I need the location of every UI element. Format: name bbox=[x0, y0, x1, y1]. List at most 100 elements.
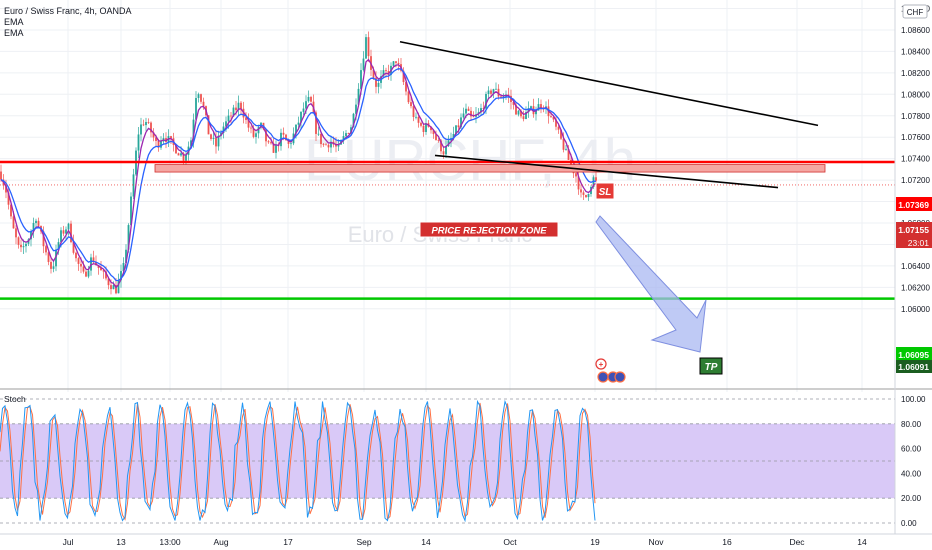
candle-body bbox=[212, 137, 215, 139]
candle-body bbox=[285, 134, 287, 141]
candle-body bbox=[80, 263, 82, 267]
price-axis[interactable]: 1.088001.086001.084001.082001.080001.078… bbox=[901, 5, 930, 314]
time-axis[interactable]: Jul 13 13:00 Aug 17 Sep 14 Oct 19 Nov 16 Dec 14 bbox=[63, 537, 867, 547]
candle-body bbox=[372, 69, 375, 78]
last-price-text: 1.07155 bbox=[898, 225, 929, 235]
candle-body bbox=[47, 252, 50, 262]
candle-body bbox=[115, 285, 117, 294]
candle-body bbox=[522, 116, 525, 120]
candle-body bbox=[297, 122, 300, 125]
candle-body bbox=[310, 96, 312, 102]
countdown-badge bbox=[896, 236, 932, 248]
sl-price-badge bbox=[896, 197, 932, 211]
trendline[interactable] bbox=[434, 154, 779, 189]
time-tick-label: 19 bbox=[590, 537, 600, 547]
price-rejection-zone[interactable] bbox=[154, 164, 826, 173]
tp-label-box[interactable] bbox=[699, 357, 723, 375]
stoch-axis[interactable]: 100.00 80.00 60.00 40.00 20.00 0.00 bbox=[901, 395, 926, 528]
currency-badge: CHF bbox=[907, 8, 924, 17]
candle-body bbox=[85, 271, 87, 277]
plus-icon[interactable] bbox=[595, 358, 607, 370]
candle-body bbox=[327, 144, 330, 148]
candle-body bbox=[290, 143, 292, 145]
candle-body bbox=[180, 153, 182, 156]
candle-body bbox=[347, 133, 350, 134]
candle-body bbox=[170, 136, 172, 139]
candle-body bbox=[55, 249, 57, 267]
candle-body bbox=[345, 133, 347, 137]
candle-body bbox=[107, 278, 110, 286]
candle-body bbox=[230, 115, 232, 117]
candle-body bbox=[67, 223, 70, 230]
candle-body bbox=[275, 144, 277, 153]
candle-body bbox=[320, 133, 322, 145]
candle-body bbox=[357, 88, 360, 105]
currency-button[interactable]: CHF bbox=[902, 4, 928, 19]
candle-body bbox=[250, 127, 252, 129]
stoch-lines bbox=[0, 398, 895, 524]
candle-body bbox=[95, 262, 97, 265]
candle-body bbox=[160, 141, 162, 148]
stoch-tick-label: 100.00 bbox=[901, 395, 926, 404]
event-icon[interactable] bbox=[614, 371, 626, 383]
candle-body bbox=[420, 122, 422, 126]
down-arrow bbox=[595, 215, 707, 353]
candle-body bbox=[70, 223, 72, 243]
zone-label-box[interactable] bbox=[419, 221, 559, 238]
candle-body bbox=[270, 142, 272, 144]
candle-body bbox=[500, 96, 502, 98]
candle-body bbox=[127, 225, 130, 250]
candle-body bbox=[210, 134, 212, 139]
candle-body bbox=[295, 124, 297, 134]
candle-body bbox=[32, 223, 35, 232]
candle-body bbox=[530, 106, 532, 109]
candle-body bbox=[90, 257, 92, 271]
time-tick-label: 14 bbox=[857, 537, 867, 547]
price-tick-label: 1.07200 bbox=[901, 176, 930, 185]
sl-label-box[interactable] bbox=[595, 182, 615, 200]
candle-body bbox=[50, 261, 52, 269]
candle-body bbox=[567, 148, 570, 160]
candle-body bbox=[77, 258, 80, 264]
time-tick-label: 16 bbox=[722, 537, 732, 547]
candle-body bbox=[247, 119, 250, 128]
watermark-ticker: EURCHF, 4h bbox=[304, 128, 636, 193]
candle-body bbox=[155, 137, 157, 141]
candle-body bbox=[175, 144, 177, 154]
candle-body bbox=[360, 70, 362, 89]
tp-price-text-2: 1.06091 bbox=[898, 362, 929, 372]
candle-body bbox=[417, 116, 420, 123]
stoch-tick-label: 40.00 bbox=[901, 469, 922, 478]
candle-body bbox=[140, 124, 142, 135]
candle-body bbox=[30, 231, 32, 240]
candle-body bbox=[465, 108, 467, 114]
candle-body bbox=[65, 229, 67, 234]
legend: Euro / Swiss Franc, 4h, OANDA EMA EMA St… bbox=[4, 6, 132, 404]
candle-body bbox=[57, 242, 60, 250]
trendline[interactable] bbox=[399, 40, 819, 127]
candle-body bbox=[150, 122, 152, 133]
candle-body bbox=[525, 112, 527, 120]
time-tick-label: Aug bbox=[213, 537, 228, 547]
candle-body bbox=[147, 122, 150, 123]
candle-body bbox=[92, 257, 95, 263]
candle-body bbox=[527, 108, 530, 113]
candle-body bbox=[587, 193, 590, 198]
candle-body bbox=[237, 102, 240, 111]
candle-body bbox=[512, 102, 515, 105]
event-icon[interactable] bbox=[597, 371, 609, 383]
candle-body bbox=[560, 129, 562, 139]
currency-badge-box[interactable] bbox=[902, 4, 928, 19]
candle-body bbox=[350, 127, 352, 134]
candle-body bbox=[595, 177, 597, 181]
candle-body bbox=[195, 98, 197, 120]
candle-body bbox=[130, 196, 132, 226]
candle-body bbox=[402, 70, 405, 83]
candle-body bbox=[282, 132, 285, 135]
candle-body bbox=[355, 104, 357, 114]
sl-label: SL bbox=[599, 187, 612, 198]
candle-body bbox=[62, 230, 65, 234]
candle-body bbox=[425, 123, 427, 132]
candle-body bbox=[265, 129, 267, 142]
